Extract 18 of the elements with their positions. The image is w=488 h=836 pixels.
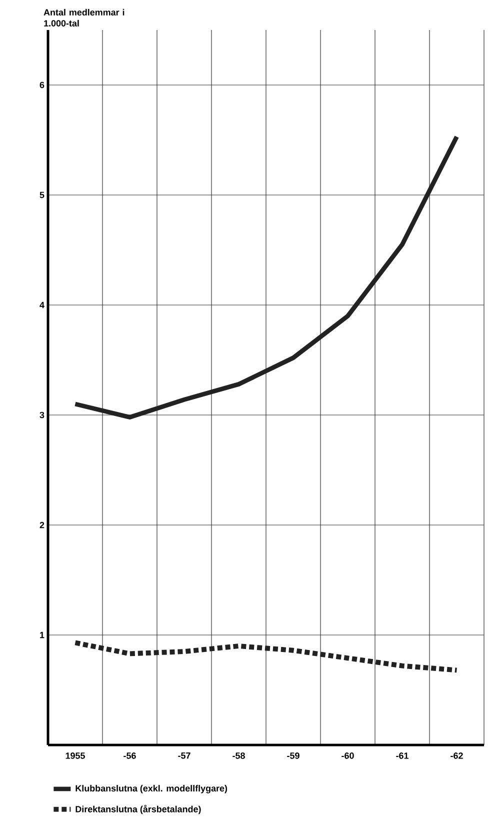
- line-series: [73, 134, 459, 420]
- y-tick-label: 1: [40, 632, 44, 638]
- legend-label: Direktanslutna (årsbetalande): [76, 804, 201, 814]
- x-tick-label: -56: [124, 752, 136, 759]
- y-axis-title: Antal medlemmar i 1.000-tal: [44, 8, 124, 26]
- y-tick-label: 5: [40, 192, 44, 198]
- y-tick-label: 3: [40, 412, 44, 418]
- x-tick-label: -59: [287, 752, 300, 759]
- y-tick-label: 4: [40, 302, 44, 308]
- x-tick-label: -58: [232, 752, 245, 759]
- x-tick-label: -61: [396, 752, 408, 759]
- legend-label: Klubbanslutna (exkl. modellflygare): [76, 784, 228, 794]
- x-tick-label: -60: [342, 752, 354, 759]
- x-tick-label: 1955: [66, 752, 85, 759]
- x-tick-label: -62: [450, 752, 463, 759]
- y-tick-label: 2: [40, 522, 44, 528]
- x-tick-label: -57: [178, 752, 190, 759]
- y-tick-label: 6: [40, 82, 44, 88]
